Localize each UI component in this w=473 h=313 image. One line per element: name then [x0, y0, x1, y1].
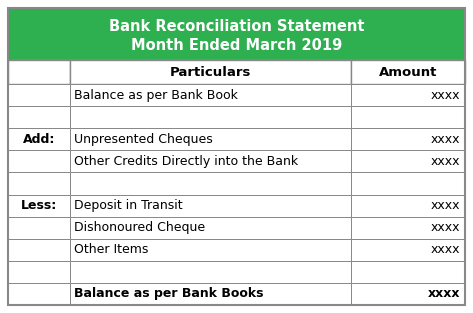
Text: Balance as per Bank Book: Balance as per Bank Book	[74, 89, 237, 101]
Bar	[70, 217, 351, 239]
Bar	[351, 194, 465, 217]
Text: Less:: Less:	[21, 199, 57, 212]
Text: xxxx: xxxx	[430, 133, 460, 146]
Bar	[70, 172, 351, 194]
Bar	[351, 283, 465, 305]
Text: Unpresented Cheques: Unpresented Cheques	[74, 133, 212, 146]
Bar	[351, 217, 465, 239]
Bar	[8, 150, 70, 172]
Text: Balance as per Bank Books: Balance as per Bank Books	[74, 287, 263, 300]
Bar	[8, 60, 70, 84]
Bar	[351, 106, 465, 128]
Bar	[351, 84, 465, 106]
Bar	[70, 194, 351, 217]
Bar	[8, 106, 70, 128]
Bar	[70, 106, 351, 128]
Bar	[70, 283, 351, 305]
Text: Particulars: Particulars	[169, 65, 251, 79]
Bar	[8, 84, 70, 106]
Bar	[351, 150, 465, 172]
Bar	[8, 283, 70, 305]
Bar	[70, 128, 351, 150]
Text: Bank Reconciliation Statement: Bank Reconciliation Statement	[109, 19, 364, 34]
Bar	[8, 8, 465, 60]
Bar	[70, 261, 351, 283]
Text: Dishonoured Cheque: Dishonoured Cheque	[74, 221, 205, 234]
Text: xxxx: xxxx	[430, 199, 460, 212]
Bar	[70, 150, 351, 172]
Bar	[70, 84, 351, 106]
Bar	[70, 239, 351, 261]
Text: Month Ended March 2019: Month Ended March 2019	[131, 38, 342, 53]
Text: xxxx: xxxx	[430, 243, 460, 256]
Text: Deposit in Transit: Deposit in Transit	[74, 199, 182, 212]
Text: xxxx: xxxx	[430, 89, 460, 101]
Bar	[8, 261, 70, 283]
Text: xxxx: xxxx	[430, 221, 460, 234]
Bar	[8, 217, 70, 239]
Text: Other Items: Other Items	[74, 243, 148, 256]
Text: Amount: Amount	[379, 65, 437, 79]
Bar	[8, 128, 70, 150]
Text: xxxx: xxxx	[430, 155, 460, 168]
Bar	[351, 239, 465, 261]
Bar	[351, 128, 465, 150]
Bar	[70, 60, 351, 84]
Text: Add:: Add:	[23, 133, 55, 146]
Text: xxxx: xxxx	[428, 287, 460, 300]
Bar	[351, 172, 465, 194]
Bar	[351, 261, 465, 283]
Text: Other Credits Directly into the Bank: Other Credits Directly into the Bank	[74, 155, 298, 168]
Bar	[8, 172, 70, 194]
Bar	[8, 194, 70, 217]
Bar	[351, 60, 465, 84]
Bar	[8, 239, 70, 261]
